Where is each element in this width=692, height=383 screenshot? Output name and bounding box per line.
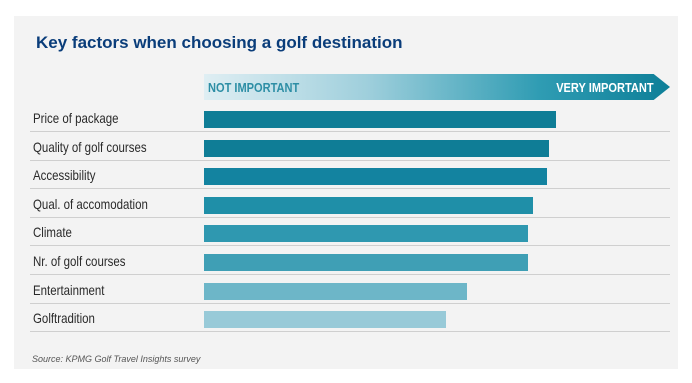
importance-scale: NOT IMPORTANT VERY IMPORTANT: [204, 74, 670, 100]
source-note: Source: KPMG Golf Travel Insights survey: [32, 354, 201, 364]
bar: [204, 111, 556, 128]
bar-row: Golftradition: [30, 304, 670, 333]
row-divider: [30, 188, 670, 190]
scale-high-label: VERY IMPORTANT: [556, 80, 654, 95]
row-divider: [30, 331, 670, 333]
category-label: Entertainment: [33, 281, 105, 298]
row-divider: [30, 131, 670, 132]
row-divider: [30, 159, 670, 161]
bar-row: Entertainment: [30, 276, 670, 304]
bar: [204, 168, 547, 186]
bar: [204, 139, 549, 157]
row-divider: [30, 245, 670, 247]
category-label: Accessibility: [33, 167, 96, 184]
bar-row: Nr. of golf courses: [30, 247, 670, 275]
bar-row: Accessibility: [30, 161, 670, 190]
category-label: Quality of golf courses: [33, 138, 147, 155]
row-divider: [30, 216, 670, 218]
scale-low-label: NOT IMPORTANT: [208, 80, 300, 95]
bar: [204, 282, 468, 300]
bar-row: Price of package: [30, 104, 670, 132]
bar-row: Climate: [30, 218, 670, 247]
category-label: Qual. of accomodation: [33, 195, 148, 212]
bar: [204, 225, 528, 243]
bar: [204, 254, 528, 271]
bar: [204, 311, 447, 329]
category-label: Golftradition: [33, 310, 95, 327]
category-label: Climate: [33, 224, 72, 241]
category-label: Price of package: [33, 110, 119, 126]
bar-row: Quality of golf courses: [30, 133, 670, 161]
bar: [204, 196, 533, 214]
row-divider: [30, 302, 670, 304]
category-label: Nr. of golf courses: [33, 253, 126, 269]
row-divider: [30, 274, 670, 275]
chart-panel: Key factors when choosing a golf destina…: [14, 16, 678, 369]
bar-row: Qual. of accomodation: [30, 190, 670, 218]
chart-title: Key factors when choosing a golf destina…: [36, 33, 403, 52]
